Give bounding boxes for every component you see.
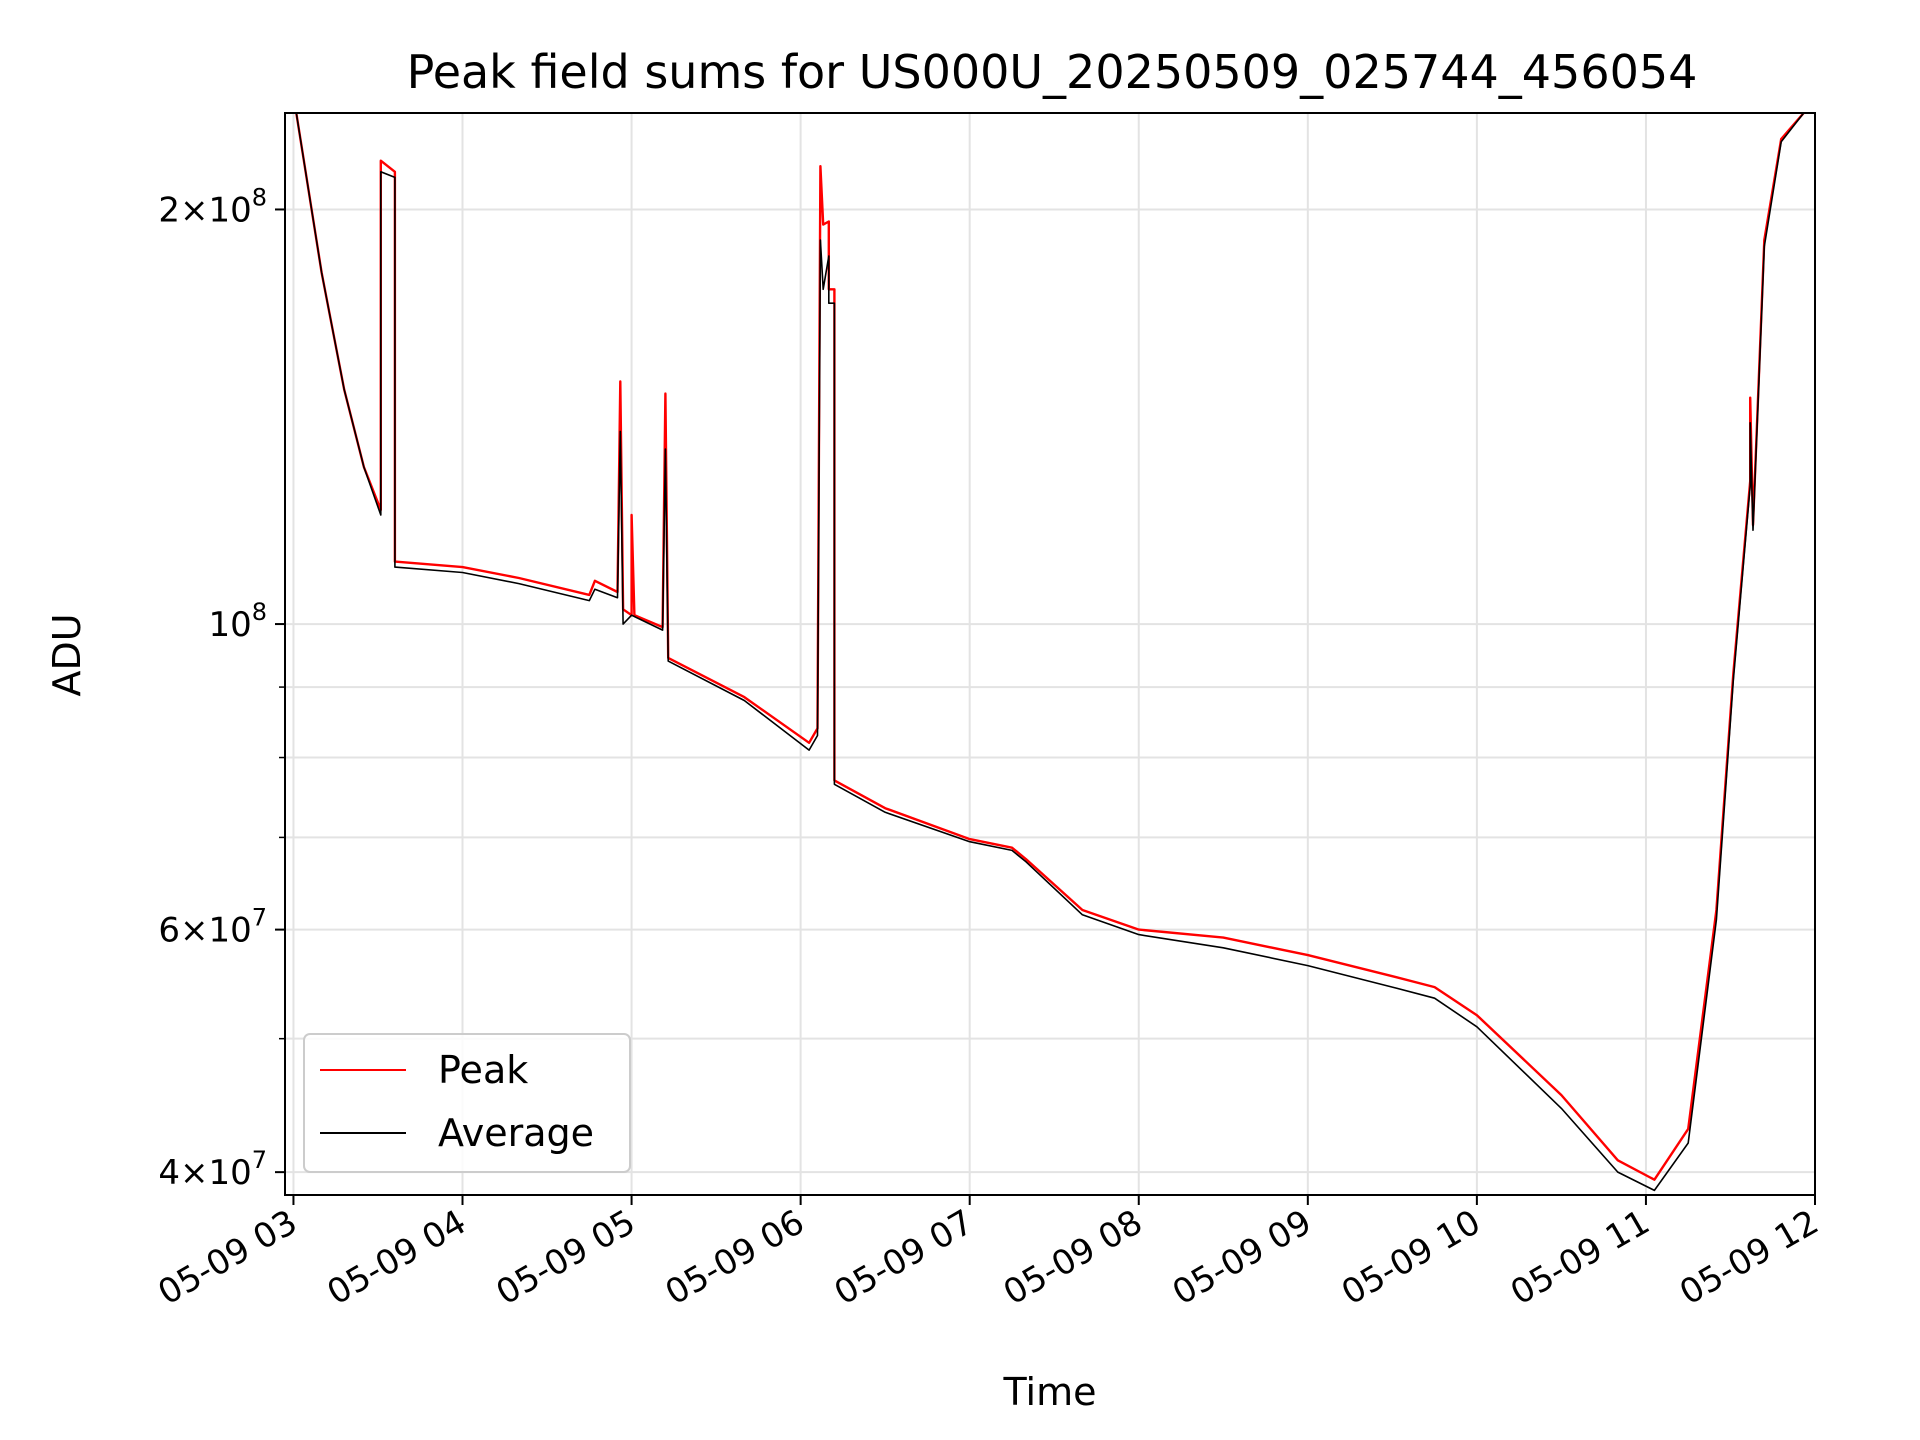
legend-label-average: Average	[438, 1111, 594, 1155]
y-tick-label: 6×107	[158, 904, 267, 951]
chart-title: Peak field sums for US000U_20250509_0257…	[407, 45, 1698, 99]
plot-frame	[284, 112, 1816, 1196]
y-axis: 4×107 6×107 108 2×108	[158, 183, 285, 1193]
y-tick-label: 4×107	[158, 1146, 267, 1193]
series-line-peak	[295, 113, 1805, 1181]
y-tick-label: 108	[208, 598, 267, 645]
series-layer	[295, 113, 1805, 1192]
x-axis-label: Time	[1003, 1370, 1097, 1414]
y-tick-label: 2×108	[158, 183, 267, 230]
legend-label-peak: Peak	[438, 1048, 528, 1092]
legend-box	[303, 1033, 631, 1173]
y-axis-label: ADU	[45, 613, 89, 696]
series-line-average	[295, 113, 1805, 1192]
legend: Peak Average	[303, 1033, 631, 1173]
